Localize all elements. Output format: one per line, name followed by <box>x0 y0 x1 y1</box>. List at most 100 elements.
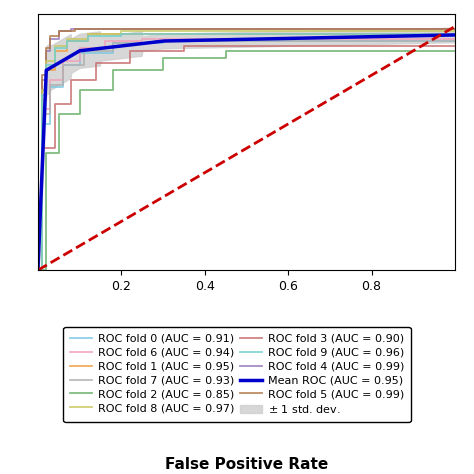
Line: ROC fold 1 (AUC = 0.95): ROC fold 1 (AUC = 0.95) <box>38 34 455 270</box>
ROC fold 2 (AUC = 0.85) <box>44 267 49 273</box>
ROC fold 8 (AUC = 0.97) <box>39 87 45 92</box>
Line: ROC fold 0 (AUC = 0.91): ROC fold 0 (AUC = 0.91) <box>38 41 455 270</box>
ROC fold 9 (AUC = 0.96) <box>35 267 41 273</box>
ROC fold 2 (AUC = 0.85) <box>77 111 82 117</box>
ROC fold 7 (AUC = 0.93) <box>47 82 53 88</box>
ROC fold 5 (AUC = 0.99) <box>35 267 41 273</box>
ROC fold 3 (AUC = 0.90) <box>452 43 458 49</box>
ROC fold 1 (AUC = 0.95) <box>39 97 45 102</box>
Line: ROC fold 8 (AUC = 0.97): ROC fold 8 (AUC = 0.97) <box>38 31 455 270</box>
ROC fold 7 (AUC = 0.93) <box>152 38 157 44</box>
ROC fold 2 (AUC = 0.85) <box>35 267 41 273</box>
ROC fold 1 (AUC = 0.95) <box>52 48 57 54</box>
Line: ROC fold 7 (AUC = 0.93): ROC fold 7 (AUC = 0.93) <box>38 41 455 270</box>
Line: ROC fold 3 (AUC = 0.90): ROC fold 3 (AUC = 0.90) <box>38 46 455 270</box>
ROC fold 7 (AUC = 0.93) <box>60 82 66 88</box>
ROC fold 9 (AUC = 0.96) <box>44 63 49 68</box>
ROC fold 0 (AUC = 0.91) <box>39 121 45 127</box>
ROC fold 4 (AUC = 0.99) <box>47 36 53 41</box>
Line: Mean ROC (AUC = 0.95): Mean ROC (AUC = 0.95) <box>38 35 455 270</box>
ROC fold 1 (AUC = 0.95) <box>85 38 91 44</box>
ROC fold 4 (AUC = 0.99) <box>68 28 74 34</box>
ROC fold 7 (AUC = 0.93) <box>39 111 45 117</box>
Mean ROC (AUC = 0.95) <box>442 32 448 38</box>
ROC fold 6 (AUC = 0.94) <box>77 46 82 51</box>
Text: False Positive Rate: False Positive Rate <box>165 456 328 472</box>
ROC fold 0 (AUC = 0.91) <box>110 41 116 46</box>
ROC fold 8 (AUC = 0.97) <box>52 43 57 49</box>
ROC fold 1 (AUC = 0.95) <box>452 31 458 36</box>
ROC fold 0 (AUC = 0.91) <box>452 38 458 44</box>
Mean ROC (AUC = 0.95) <box>377 34 383 39</box>
ROC fold 2 (AUC = 0.85) <box>160 67 166 73</box>
ROC fold 9 (AUC = 0.96) <box>39 92 45 98</box>
ROC fold 6 (AUC = 0.94) <box>39 267 45 273</box>
ROC fold 2 (AUC = 0.85) <box>452 48 458 54</box>
ROC fold 7 (AUC = 0.93) <box>39 267 45 273</box>
ROC fold 2 (AUC = 0.85) <box>223 48 228 54</box>
ROC fold 7 (AUC = 0.93) <box>81 63 87 68</box>
Line: ROC fold 6 (AUC = 0.94): ROC fold 6 (AUC = 0.94) <box>38 38 455 270</box>
ROC fold 7 (AUC = 0.93) <box>60 63 66 68</box>
Mean ROC (AUC = 0.95) <box>283 36 289 41</box>
ROC fold 0 (AUC = 0.91) <box>60 84 66 90</box>
ROC fold 3 (AUC = 0.90) <box>93 77 99 83</box>
ROC fold 3 (AUC = 0.90) <box>39 267 45 273</box>
ROC fold 8 (AUC = 0.97) <box>35 267 41 273</box>
ROC fold 1 (AUC = 0.95) <box>52 67 57 73</box>
ROC fold 3 (AUC = 0.90) <box>35 267 41 273</box>
Mean ROC (AUC = 0.95) <box>35 267 41 273</box>
ROC fold 4 (AUC = 0.99) <box>56 36 62 41</box>
ROC fold 0 (AUC = 0.91) <box>35 267 41 273</box>
ROC fold 9 (AUC = 0.96) <box>52 46 57 51</box>
ROC fold 1 (AUC = 0.95) <box>44 97 49 102</box>
ROC fold 5 (AUC = 0.99) <box>452 26 458 32</box>
Line: ROC fold 9 (AUC = 0.96): ROC fold 9 (AUC = 0.96) <box>38 34 455 270</box>
ROC fold 8 (AUC = 0.97) <box>44 87 49 92</box>
ROC fold 7 (AUC = 0.93) <box>452 38 458 44</box>
ROC fold 5 (AUC = 0.99) <box>44 73 49 78</box>
ROC fold 3 (AUC = 0.90) <box>452 43 458 49</box>
ROC fold 6 (AUC = 0.94) <box>60 58 66 64</box>
ROC fold 8 (AUC = 0.97) <box>39 267 45 273</box>
ROC fold 3 (AUC = 0.90) <box>68 77 74 83</box>
ROC fold 7 (AUC = 0.93) <box>110 48 116 54</box>
ROC fold 5 (AUC = 0.99) <box>73 26 78 32</box>
ROC fold 7 (AUC = 0.93) <box>47 111 53 117</box>
ROC fold 4 (AUC = 0.99) <box>68 26 74 32</box>
ROC fold 2 (AUC = 0.85) <box>110 87 116 92</box>
ROC fold 4 (AUC = 0.99) <box>452 26 458 32</box>
ROC fold 6 (AUC = 0.94) <box>139 38 145 44</box>
ROC fold 7 (AUC = 0.93) <box>35 267 41 273</box>
ROC fold 3 (AUC = 0.90) <box>181 48 187 54</box>
ROC fold 2 (AUC = 0.85) <box>223 55 228 61</box>
ROC fold 3 (AUC = 0.90) <box>93 60 99 66</box>
ROC fold 9 (AUC = 0.96) <box>44 92 49 98</box>
ROC fold 6 (AUC = 0.94) <box>452 36 458 41</box>
ROC fold 4 (AUC = 0.99) <box>452 26 458 32</box>
ROC fold 9 (AUC = 0.96) <box>85 33 91 39</box>
Line: ROC fold 5 (AUC = 0.99): ROC fold 5 (AUC = 0.99) <box>38 29 455 270</box>
ROC fold 9 (AUC = 0.96) <box>52 63 57 68</box>
ROC fold 4 (AUC = 0.99) <box>39 267 45 273</box>
ROC fold 1 (AUC = 0.95) <box>85 31 91 36</box>
ROC fold 9 (AUC = 0.96) <box>118 31 124 36</box>
ROC fold 8 (AUC = 0.97) <box>452 28 458 34</box>
ROC fold 2 (AUC = 0.85) <box>56 150 62 156</box>
ROC fold 4 (AUC = 0.99) <box>44 77 49 83</box>
ROC fold 5 (AUC = 0.99) <box>73 28 78 34</box>
Mean ROC (AUC = 0.95) <box>452 32 458 38</box>
ROC fold 0 (AUC = 0.91) <box>47 121 53 127</box>
ROC fold 4 (AUC = 0.99) <box>56 28 62 34</box>
ROC fold 6 (AUC = 0.94) <box>35 267 41 273</box>
ROC fold 5 (AUC = 0.99) <box>44 46 49 51</box>
ROC fold 9 (AUC = 0.96) <box>39 267 45 273</box>
ROC fold 6 (AUC = 0.94) <box>77 58 82 64</box>
ROC fold 5 (AUC = 0.99) <box>47 46 53 51</box>
ROC fold 0 (AUC = 0.91) <box>160 38 166 44</box>
ROC fold 2 (AUC = 0.85) <box>110 67 116 73</box>
ROC fold 6 (AUC = 0.94) <box>452 36 458 41</box>
ROC fold 1 (AUC = 0.95) <box>64 48 70 54</box>
ROC fold 1 (AUC = 0.95) <box>452 31 458 36</box>
ROC fold 0 (AUC = 0.91) <box>77 50 82 56</box>
